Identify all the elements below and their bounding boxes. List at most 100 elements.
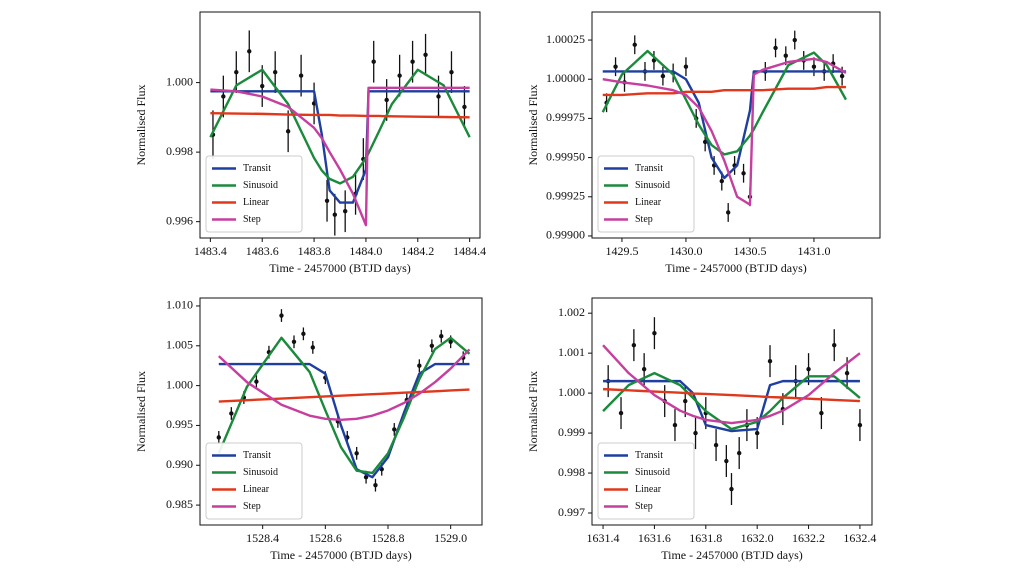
x-tick-label: 1484.2 (401, 244, 434, 258)
plot-content (602, 317, 863, 506)
data-point (417, 363, 422, 368)
x-axis-label: Time - 2457000 (BTJD days) (661, 548, 803, 562)
model-line (218, 362, 470, 479)
y-tick-label: 1.000 (166, 74, 193, 88)
data-point (683, 64, 689, 69)
data-point (713, 442, 719, 448)
data-point (819, 410, 824, 416)
legend-box (205, 155, 303, 233)
axes-frame (199, 11, 481, 239)
data-point (783, 53, 788, 58)
legend-label: Linear (243, 484, 270, 495)
y-axis-label: Normalised Flux (526, 371, 540, 452)
data-point (229, 411, 234, 416)
legend-label: Linear (635, 484, 662, 495)
y-tick-label: 0.998 (558, 465, 585, 479)
data-point (631, 342, 637, 348)
legend-label: Transit (635, 163, 663, 174)
model-line (218, 388, 470, 403)
data-point (234, 69, 239, 75)
data-point (792, 37, 797, 43)
plot-content (216, 309, 471, 492)
model-line (210, 90, 470, 204)
legend-label: Transit (635, 450, 663, 461)
data-point (354, 451, 359, 456)
legend-label: Transit (243, 163, 271, 174)
data-point (429, 343, 435, 348)
y-axis-label: Normalised Flux (134, 85, 148, 166)
plot-content (601, 30, 847, 222)
model-line (602, 371, 861, 431)
x-tick-label: 1430.0 (669, 244, 702, 258)
legend-label: Step (635, 214, 653, 225)
data-point (254, 379, 259, 384)
x-tick-label: 1431.0 (797, 244, 830, 258)
data-point (392, 427, 397, 432)
legend: Transit Sinusoid Linear Step (205, 155, 303, 233)
data-point (373, 482, 378, 488)
y-tick-label: 1.000 (558, 385, 585, 399)
data-point (291, 339, 297, 345)
data-point (806, 366, 811, 372)
data-point (298, 73, 304, 78)
y-tick-label: 0.997 (558, 505, 585, 519)
model-line (601, 49, 847, 156)
data-point (285, 129, 291, 134)
y-axis-label: Normalised Flux (526, 85, 540, 166)
data-point (724, 458, 729, 464)
x-tick-label: 1528.4 (246, 531, 279, 545)
data-point (410, 59, 415, 64)
data-point (672, 422, 678, 428)
legend-label: Linear (635, 197, 662, 208)
panel: 1528.4 1528.6 1528.8 1529.0 0.985 0.990 0.995 1… (134, 297, 483, 562)
plot-content (209, 30, 471, 236)
model-line (602, 85, 846, 97)
x-axis-label: Time - 2457000 (BTJD days) (665, 261, 807, 275)
data-point (741, 171, 746, 176)
axes-frame (591, 11, 881, 239)
model-line (210, 86, 470, 227)
data-point (332, 212, 338, 217)
data-point (832, 342, 837, 348)
data-point (725, 210, 731, 215)
data-point (247, 49, 252, 54)
panel: 1631.4 1631.6 1631.8 1632.0 1632.2 1632.4 0.99… (526, 297, 876, 562)
legend-label: Linear (243, 197, 270, 208)
y-tick-label: 0.995 (166, 417, 193, 431)
data-point (641, 366, 647, 372)
data-point (719, 178, 724, 184)
data-point (272, 69, 278, 75)
data-point (462, 104, 467, 110)
data-point (423, 52, 428, 57)
legend-label: Step (243, 214, 261, 225)
x-axis-label: Time - 2457000 (BTJD days) (269, 261, 411, 275)
y-axis-label: Normalised Flux (134, 371, 148, 452)
y-tick-label: 1.00025 (546, 32, 585, 46)
y-tick-label: 1.001 (558, 345, 585, 359)
y-tick-label: 0.99925 (546, 189, 585, 203)
x-tick-label: 1483.8 (298, 244, 331, 258)
data-point (324, 198, 330, 203)
legend-label: Step (243, 501, 261, 512)
y-tick-label: 1.010 (166, 298, 193, 312)
data-point (857, 422, 863, 428)
data-point (371, 59, 376, 64)
legend: Transit Sinusoid Linear Step (597, 155, 695, 233)
y-tick-label: 0.999 (558, 425, 585, 439)
data-point (363, 475, 369, 480)
y-tick-label: 0.99900 (546, 228, 585, 242)
x-tick-label: 1528.6 (309, 531, 342, 545)
data-point (811, 64, 817, 69)
x-tick-label: 1430.5 (733, 244, 766, 258)
legend-label: Sinusoid (243, 180, 278, 191)
data-point (660, 73, 666, 79)
x-tick-label: 1528.8 (372, 531, 405, 545)
x-tick-label: 1529.0 (434, 531, 467, 545)
data-point (767, 358, 773, 364)
y-tick-label: 0.985 (166, 497, 193, 511)
model-line (217, 336, 471, 475)
y-tick-label: 0.998 (166, 144, 193, 158)
axes-frame (199, 297, 483, 526)
data-point (652, 330, 657, 336)
legend-label: Sinusoid (635, 467, 670, 478)
